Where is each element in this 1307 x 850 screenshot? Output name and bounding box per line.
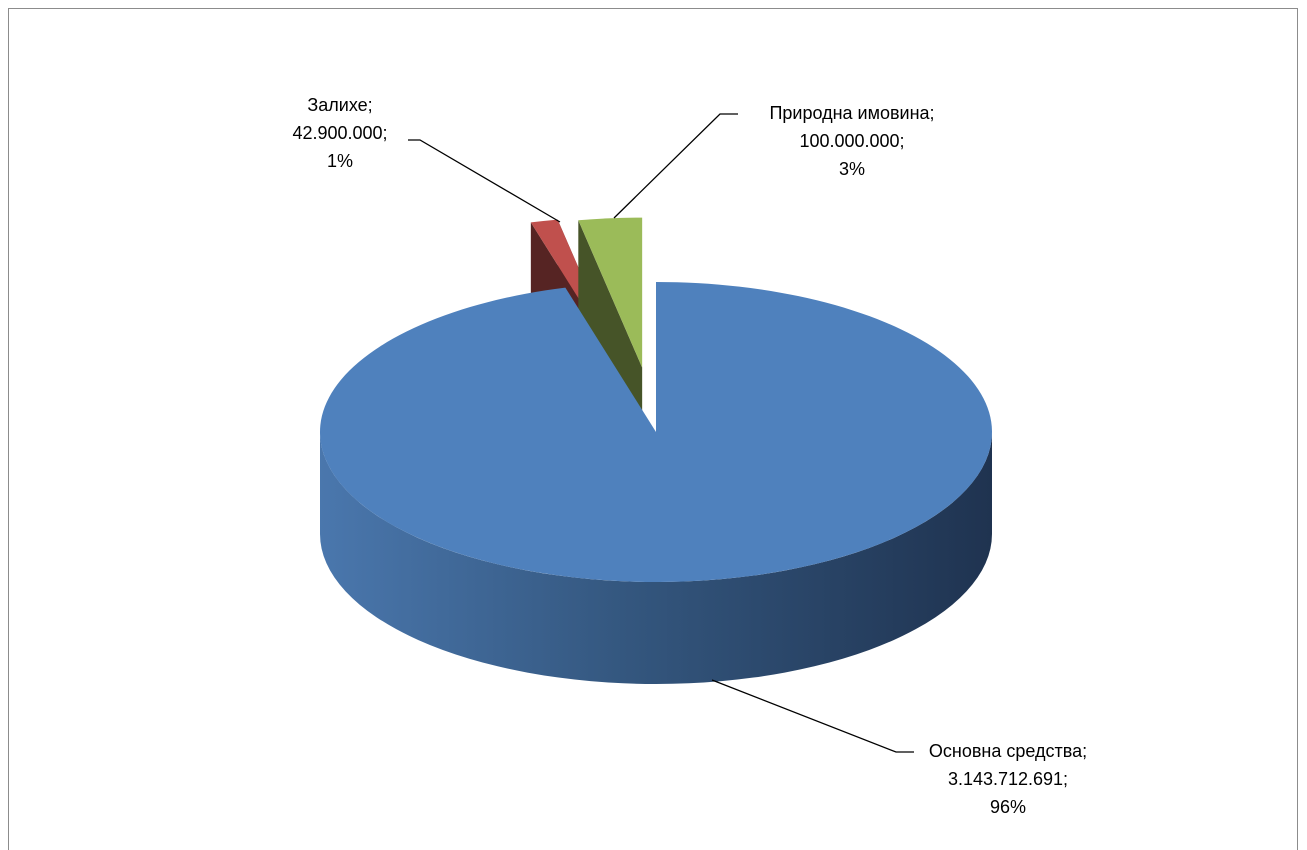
data-label-Природна-имовина-percent: 3%	[839, 159, 865, 179]
data-label-Основна-средства-percent: 96%	[990, 797, 1026, 817]
data-label-Природна-имовина-value: 100.000.000;	[799, 131, 904, 151]
pie-slice-Природна-имовина	[578, 217, 643, 368]
pie-slice-Основна-средства	[320, 282, 993, 582]
data-label-Залихе-name: Залихе;	[307, 95, 372, 115]
data-label-Основна-средства-name: Основна средства;	[929, 741, 1087, 761]
leader-line-Залихе	[408, 139, 561, 223]
leader-line-Основна-средства	[711, 679, 914, 753]
data-label-Залихе-value: 42.900.000;	[292, 123, 387, 143]
data-label-Залихе-percent: 1%	[327, 151, 353, 171]
data-label-Природна-имовина-name: Природна имовина;	[769, 103, 934, 123]
pie-slice-side-Основна-средства	[320, 432, 992, 684]
data-label-Основна-средства-value: 3.143.712.691;	[948, 769, 1068, 789]
leader-line-Природна-имовина	[613, 113, 738, 219]
